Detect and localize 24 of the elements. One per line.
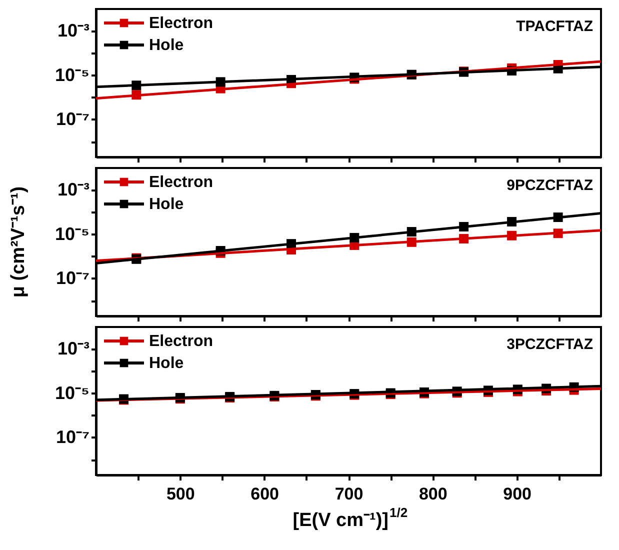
x-tick-label: 700 — [334, 484, 364, 504]
y-tick-label: 10⁻³ — [57, 180, 90, 200]
text: 3PCZCFTAZ — [506, 336, 593, 353]
legend-label: Hole — [149, 37, 184, 54]
text: 9PCZCFTAZ — [506, 177, 593, 194]
legend-label: Electron — [149, 333, 214, 350]
y-tick-label: 10⁻⁵ — [55, 64, 90, 85]
x-tick-label: 600 — [250, 484, 280, 504]
y-tick-label: 10⁻⁵ — [55, 382, 90, 403]
x-tick-label: 900 — [503, 484, 532, 504]
legend-label: Electron — [149, 174, 214, 191]
text: TPACFTAZ — [516, 18, 593, 35]
legend-label: Electron — [149, 15, 214, 32]
y-axis-title: μ (cm²V⁻¹s⁻¹) — [8, 186, 29, 298]
x-tick-label: 500 — [166, 484, 195, 504]
y-tick-label: 10⁻⁵ — [55, 224, 90, 244]
legend-label: Hole — [149, 355, 184, 372]
y-tick-label: 10⁻⁷ — [56, 108, 90, 129]
y-tick-label: 10⁻⁷ — [56, 426, 90, 447]
y-tick-label: 10⁻³ — [57, 20, 90, 41]
y-tick-label: 10⁻³ — [57, 338, 90, 359]
legend-label: Hole — [149, 196, 184, 213]
y-tick-label: 10⁻⁷ — [56, 268, 90, 288]
x-tick-label: 800 — [418, 484, 448, 504]
